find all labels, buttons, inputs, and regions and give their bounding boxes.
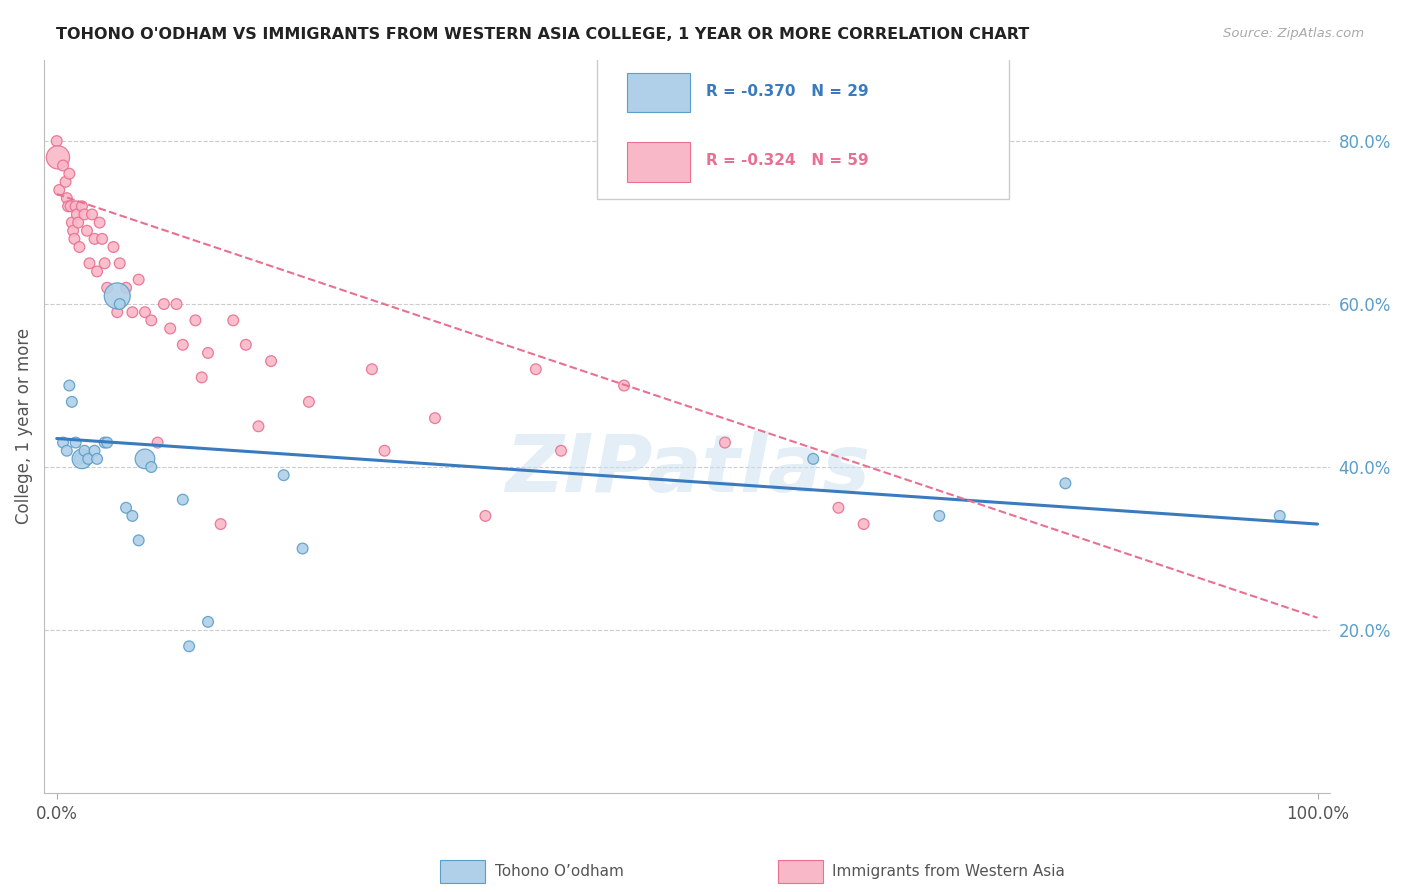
Point: [70, 199, 93, 213]
Point: [58, 167, 80, 181]
FancyBboxPatch shape: [598, 56, 1008, 199]
Text: Source: ZipAtlas.com: Source: ZipAtlas.com: [1223, 27, 1364, 40]
Text: Tohono O’odham: Tohono O’odham: [495, 864, 624, 879]
Point: [172, 492, 194, 507]
Point: [146, 435, 169, 450]
Point: [197, 346, 219, 360]
Point: [63, 232, 86, 246]
Point: [172, 338, 194, 352]
Point: [153, 297, 176, 311]
Point: [291, 541, 314, 556]
Point: [93, 256, 115, 270]
FancyBboxPatch shape: [627, 73, 690, 112]
Point: [141, 460, 163, 475]
Point: [80, 207, 103, 221]
Point: [73, 443, 96, 458]
Point: [55, 175, 77, 189]
Point: [141, 313, 163, 327]
Point: [86, 451, 108, 466]
Point: [121, 508, 143, 523]
Point: [79, 256, 101, 270]
Point: [184, 313, 207, 327]
Point: [67, 240, 90, 254]
Point: [67, 451, 90, 466]
Point: [76, 224, 98, 238]
Point: [134, 305, 156, 319]
Point: [56, 191, 79, 205]
Point: [96, 435, 118, 450]
Point: [247, 419, 270, 434]
Text: TOHONO O'ODHAM VS IMMIGRANTS FROM WESTERN ASIA COLLEGE, 1 YEAR OR MORE CORRELATI: TOHONO O'ODHAM VS IMMIGRANTS FROM WESTER…: [56, 27, 1029, 42]
Text: Immigrants from Western Asia: Immigrants from Western Asia: [832, 864, 1066, 879]
Point: [209, 517, 232, 532]
Point: [56, 443, 79, 458]
Point: [128, 533, 150, 548]
Point: [65, 199, 87, 213]
Point: [373, 443, 395, 458]
Point: [105, 289, 128, 303]
Point: [83, 232, 105, 246]
Point: [524, 362, 547, 376]
Point: [65, 435, 87, 450]
Point: [45, 134, 67, 148]
Point: [58, 378, 80, 392]
Point: [66, 207, 89, 221]
Y-axis label: College, 1 year or more: College, 1 year or more: [15, 328, 32, 524]
Point: [96, 281, 118, 295]
Point: [115, 281, 138, 295]
Point: [73, 207, 96, 221]
Point: [613, 378, 636, 392]
Point: [59, 199, 82, 213]
Point: [298, 394, 321, 409]
Text: ZIPatlas: ZIPatlas: [505, 432, 870, 509]
Point: [1268, 508, 1291, 523]
Point: [108, 297, 131, 311]
Point: [190, 370, 212, 384]
Text: R = -0.370   N = 29: R = -0.370 N = 29: [706, 84, 869, 99]
Point: [361, 362, 384, 376]
Point: [179, 640, 201, 654]
Point: [115, 500, 138, 515]
Text: R = -0.324   N = 59: R = -0.324 N = 59: [706, 153, 869, 169]
Point: [260, 354, 283, 368]
Point: [56, 199, 79, 213]
Point: [166, 297, 188, 311]
Point: [48, 183, 70, 197]
Point: [105, 305, 128, 319]
Point: [235, 338, 257, 352]
Point: [714, 435, 737, 450]
Point: [60, 216, 83, 230]
Point: [273, 468, 295, 483]
Point: [52, 435, 75, 450]
Point: [89, 216, 111, 230]
Point: [222, 313, 245, 327]
Point: [62, 224, 84, 238]
Point: [108, 256, 131, 270]
Point: [801, 451, 824, 466]
FancyBboxPatch shape: [627, 143, 690, 182]
Point: [134, 451, 156, 466]
Point: [67, 216, 90, 230]
Point: [60, 394, 83, 409]
Point: [827, 500, 849, 515]
Point: [1054, 476, 1077, 491]
Point: [91, 232, 114, 246]
Point: [77, 451, 100, 466]
Point: [159, 321, 181, 335]
Point: [103, 240, 125, 254]
Point: [93, 435, 115, 450]
Point: [197, 615, 219, 629]
Point: [852, 517, 875, 532]
Point: [128, 272, 150, 286]
Point: [46, 150, 69, 164]
Point: [928, 508, 950, 523]
Point: [70, 451, 93, 466]
Point: [86, 264, 108, 278]
Point: [83, 443, 105, 458]
Point: [52, 159, 75, 173]
Point: [423, 411, 446, 425]
Point: [550, 443, 572, 458]
Point: [121, 305, 143, 319]
Point: [474, 508, 496, 523]
